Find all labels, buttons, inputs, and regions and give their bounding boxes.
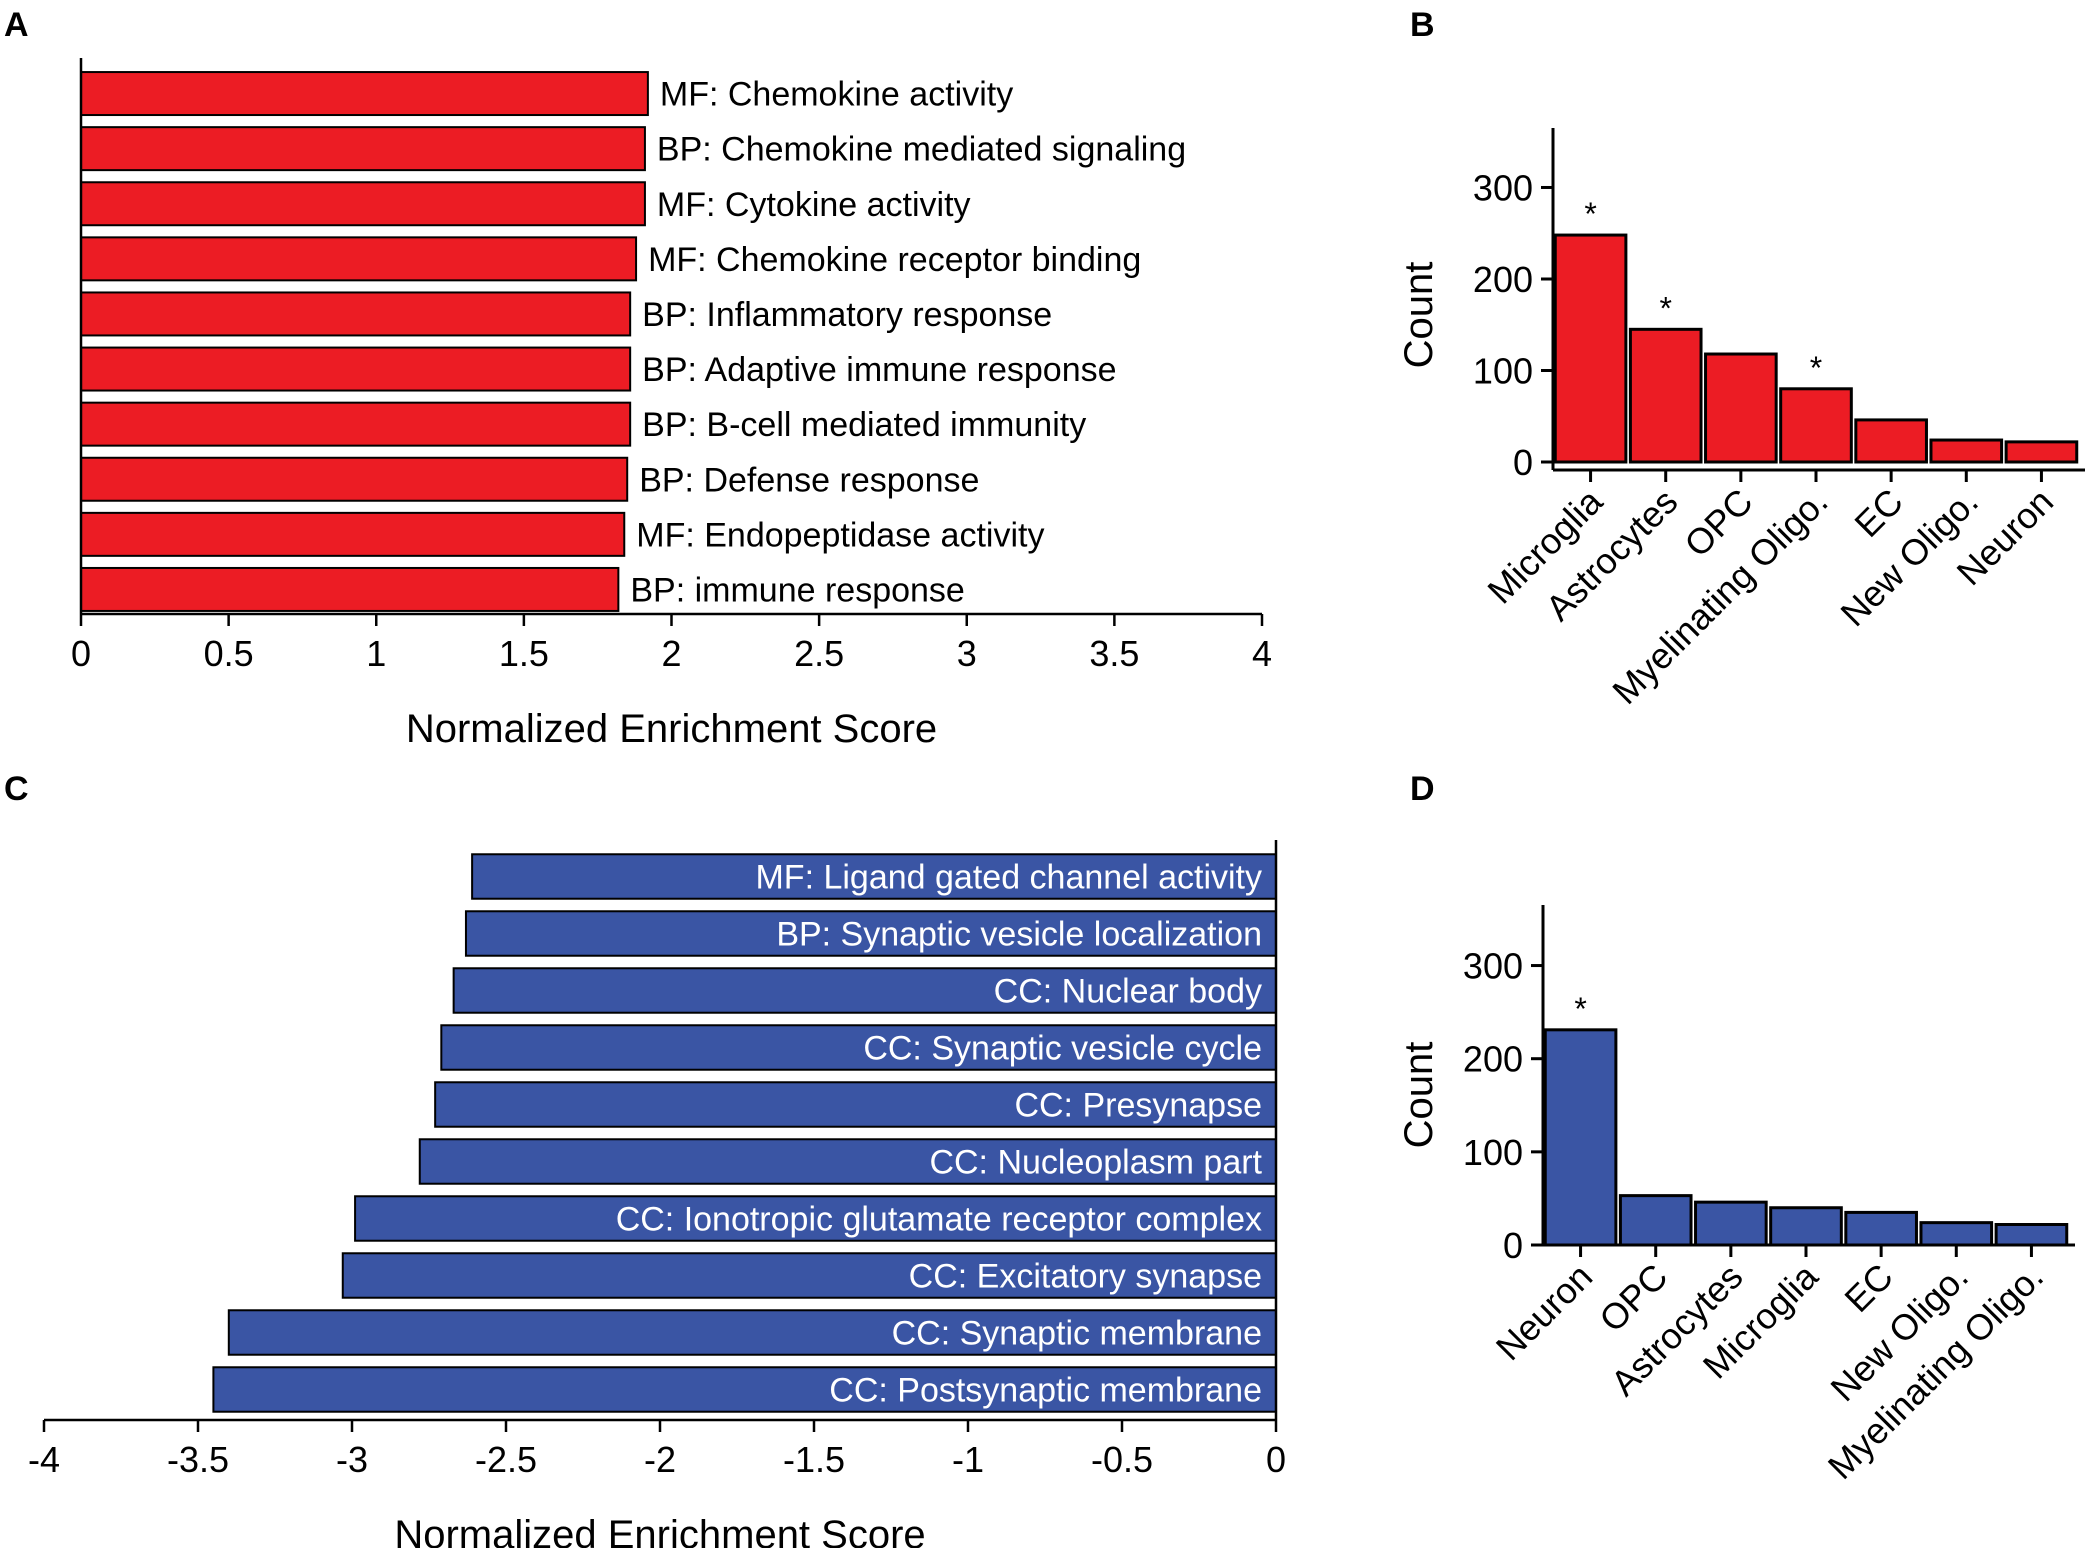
x-tick-label-neuron: Neuron (1488, 1256, 1600, 1368)
panel-d-chart: 0100200300Count*NeuronOPCAstrocytesMicro… (1397, 905, 2075, 1487)
y-tick-label: 200 (1463, 1039, 1523, 1080)
x-tick-label: 1.5 (499, 633, 549, 674)
significance-marker: * (1584, 196, 1596, 232)
bar-opc (1704, 352, 1778, 464)
bar-label-mf-chemokine-activity: MF: Chemokine activity (660, 76, 1013, 114)
bar-label-bp-inflammatory-response: BP: Inflammatory response (642, 296, 1052, 334)
bar-label-cc-synaptic-vesicle-cycle: CC: Synaptic vesicle cycle (863, 1030, 1262, 1068)
x-axis-title: Normalized Enrichment Score (394, 1513, 925, 1548)
bar-neuron (1543, 1028, 1618, 1247)
bar-label-cc-nuclear-body: CC: Nuclear body (994, 973, 1262, 1011)
x-tick-label: 0 (71, 633, 91, 674)
bar-label-bp-immune-response: BP: immune response (630, 571, 965, 609)
bar-label-mf-cytokine-activity: MF: Cytokine activity (657, 186, 971, 224)
bar-label-mf-chemokine-receptor-binding: MF: Chemokine receptor binding (648, 241, 1141, 279)
bar-ec (1844, 1210, 1918, 1247)
x-axis-title: Normalized Enrichment Score (406, 707, 937, 751)
significance-marker: * (1659, 290, 1671, 326)
panel-letter-d: D (1410, 770, 1435, 808)
bar-microglia (1769, 1206, 1843, 1247)
significance-marker: * (1810, 350, 1822, 386)
bar-new-oligo (1919, 1221, 1994, 1247)
y-axis-title: Count (1397, 262, 1441, 369)
bar-label-bp-defense-response: BP: Defense response (639, 461, 979, 499)
x-tick-label: 0.5 (204, 633, 254, 674)
x-tick-label: -2 (644, 1439, 676, 1480)
bar-myelinating-oligo (1779, 387, 1853, 464)
x-tick-label: -0.5 (1091, 1439, 1153, 1480)
y-tick-label: 100 (1463, 1132, 1523, 1173)
panel-b-chart: 0100200300Count*Microglia*AstrocytesOPC*… (1397, 128, 2085, 712)
bar-mf-ligand-gated-channel-activity (471, 853, 1277, 900)
bar-label-mf-ligand-gated-channel-activity: MF: Ligand gated channel activity (755, 859, 1262, 897)
x-tick-label: 2 (661, 633, 681, 674)
bar-cc-synaptic-membrane (227, 1309, 1277, 1356)
panel-letter-c: C (4, 770, 29, 808)
significance-marker: * (1574, 991, 1586, 1027)
bar-bp-b-cell-mediated-immunity (80, 401, 632, 447)
x-tick-label: -3 (336, 1439, 368, 1480)
x-tick-label: -3.5 (167, 1439, 229, 1480)
bar-mf-chemokine-receptor-binding (80, 236, 638, 282)
x-tick-label: -1.5 (783, 1439, 845, 1480)
bar-cc-synaptic-vesicle-cycle (440, 1024, 1277, 1071)
bar-mf-endopeptidase-activity (80, 511, 626, 557)
bar-bp-inflammatory-response (80, 291, 632, 337)
x-tick-label: 3 (957, 633, 977, 674)
bar-bp-chemokine-mediated-signaling (80, 126, 646, 172)
bar-label-bp-b-cell-mediated-immunity: BP: B-cell mediated immunity (642, 406, 1086, 444)
bar-cc-nuclear-body (452, 967, 1277, 1014)
bar-label-cc-synaptic-membrane: CC: Synaptic membrane (892, 1315, 1262, 1353)
x-tick-label: 3.5 (1089, 633, 1139, 674)
x-tick-label: 2.5 (794, 633, 844, 674)
y-tick-label: 300 (1473, 167, 1533, 208)
bar-label-cc-presynapse: CC: Presynapse (1014, 1087, 1262, 1125)
panel-letter-a: A (4, 6, 29, 44)
bar-bp-immune-response (80, 566, 620, 612)
x-tick-label: -1 (952, 1439, 984, 1480)
bar-label-cc-postsynaptic-membrane: CC: Postsynaptic membrane (829, 1372, 1262, 1410)
bar-neuron (2004, 440, 2079, 464)
x-tick-label: -4 (28, 1439, 60, 1480)
bar-bp-adaptive-immune-response (80, 346, 632, 392)
bar-label-mf-endopeptidase-activity: MF: Endopeptidase activity (636, 516, 1044, 554)
panel-a-chart: MF: Chemokine activity BP: Chemokine medi… (71, 58, 1272, 751)
panel-letter-b: B (1410, 6, 1435, 44)
y-tick-label: 0 (1503, 1225, 1523, 1266)
bar-label-bp-adaptive-immune-response: BP: Adaptive immune response (642, 351, 1116, 389)
bar-ec (1854, 418, 1928, 464)
y-axis-title: Count (1397, 1042, 1441, 1149)
bar-bp-synaptic-vesicle-localization (464, 910, 1277, 957)
y-tick-label: 300 (1463, 946, 1523, 987)
bar-label-cc-excitatory-synapse: CC: Excitatory synapse (909, 1258, 1262, 1296)
x-tick-label: 0 (1266, 1439, 1286, 1480)
x-tick-label: 4 (1252, 633, 1272, 674)
y-tick-label: 200 (1473, 259, 1533, 300)
x-tick-label: -2.5 (475, 1439, 537, 1480)
bar-opc (1618, 1194, 1693, 1247)
bar-mf-cytokine-activity (80, 181, 646, 227)
x-tick-label: 1 (366, 633, 386, 674)
bar-mf-chemokine-activity (80, 71, 649, 117)
bar-astrocytes (1628, 327, 1703, 464)
bar-label-cc-ionotropic-glutamate-receptor-complex: CC: Ionotropic glutamate receptor comple… (616, 1201, 1262, 1239)
bar-bp-defense-response (80, 456, 629, 502)
bar-myelinating-oligo (1994, 1223, 2069, 1247)
bar-new-oligo (1929, 438, 2004, 464)
bar-cc-excitatory-synapse (341, 1252, 1277, 1299)
panel-c-chart: MF: Ligand gated channel activity BP: Syn… (28, 840, 1286, 1548)
bar-astrocytes (1694, 1200, 1768, 1247)
bar-microglia (1553, 233, 1628, 464)
y-tick-label: 0 (1513, 442, 1533, 483)
bar-label-cc-nucleoplasm-part: CC: Nucleoplasm part (929, 1144, 1262, 1182)
bar-label-bp-chemokine-mediated-signaling: BP: Chemokine mediated signaling (657, 131, 1186, 169)
y-tick-label: 100 (1473, 350, 1533, 391)
bar-label-bp-synaptic-vesicle-localization: BP: Synaptic vesicle localization (776, 916, 1262, 954)
bar-cc-presynapse (434, 1081, 1278, 1128)
